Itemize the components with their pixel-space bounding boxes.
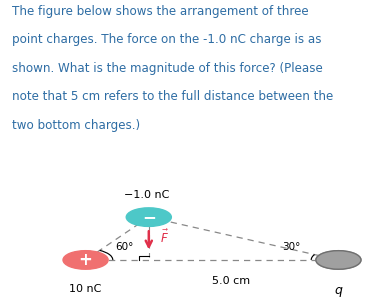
Text: note that 5 cm refers to the full distance between the: note that 5 cm refers to the full distan… <box>12 90 333 103</box>
Text: 5.0 cm: 5.0 cm <box>212 276 251 286</box>
Text: The figure below shows the arrangement of three: The figure below shows the arrangement o… <box>12 5 308 18</box>
Text: −1.0 nC: −1.0 nC <box>124 190 170 200</box>
Text: 10 nC: 10 nC <box>69 284 102 294</box>
Circle shape <box>316 251 361 269</box>
Text: $\vec{F}$: $\vec{F}$ <box>160 229 168 246</box>
Circle shape <box>126 208 171 226</box>
Text: q: q <box>335 284 342 297</box>
Circle shape <box>63 251 108 269</box>
Text: 30°: 30° <box>282 242 301 252</box>
Text: two bottom charges.): two bottom charges.) <box>12 119 140 132</box>
Text: −: − <box>142 208 156 226</box>
Text: shown. What is the magnitude of this force? (Please: shown. What is the magnitude of this for… <box>12 62 322 75</box>
Text: point charges. The force on the -1.0 nC charge is as: point charges. The force on the -1.0 nC … <box>12 33 321 46</box>
Text: 60°: 60° <box>115 242 134 252</box>
Text: +: + <box>79 251 93 269</box>
